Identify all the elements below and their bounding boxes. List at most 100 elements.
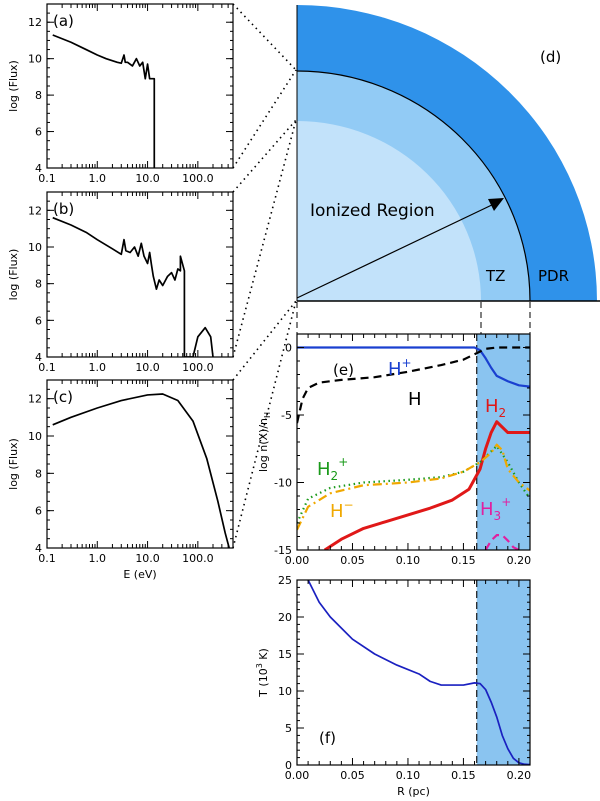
series-line-h <box>297 346 530 424</box>
y-tick-label: 10 <box>28 53 42 66</box>
y-axis-label-text: log n(X)/n <box>257 418 270 472</box>
x-tick-label: 100.0 <box>182 361 214 374</box>
x-tick-label: 0.10 <box>396 554 421 567</box>
y-axis-label: log (Flux) <box>7 438 20 490</box>
x-tick-label: 0.20 <box>507 554 532 567</box>
panel-label: (e) <box>333 361 354 379</box>
pdr-outer-arc <box>297 0 600 301</box>
connector-b-top <box>232 119 297 193</box>
y-tick-label: 12 <box>28 204 42 217</box>
species-label-sup: − <box>344 498 354 512</box>
connector-a-bottom <box>232 69 297 169</box>
y-tick-label: 15 <box>278 648 292 661</box>
y-axis-label-text: log (Flux) <box>7 438 20 490</box>
y-tick-label: -5 <box>281 409 292 422</box>
y-tick-label: 6 <box>35 314 42 327</box>
connector-c-top <box>232 300 297 381</box>
shaded-pdr-region <box>476 334 530 550</box>
panel-label: (b) <box>53 200 74 218</box>
schematic-panel: Ionized Region TZ PDR (d) <box>296 0 600 302</box>
series-line-h2- <box>297 444 530 524</box>
plot-frame <box>296 579 531 766</box>
species-label-main: H <box>317 459 331 480</box>
series-line-h- <box>297 443 530 531</box>
species-label-main: H <box>480 499 494 520</box>
species-label-sup: + <box>338 455 348 469</box>
y-axis-label-sub: H <box>263 412 272 418</box>
y-axis-label-text: log (Flux) <box>7 249 20 301</box>
connector-c-bottom <box>232 300 297 549</box>
x-tick-label: 1.0 <box>89 552 107 565</box>
shaded-pdr-region <box>476 580 530 765</box>
species-label-h2-: H2+ <box>317 455 348 483</box>
x-axis-label: E (eV) <box>123 568 156 581</box>
series-line-h2 <box>323 420 530 550</box>
series-line-h3- <box>484 534 520 550</box>
panel-label: (a) <box>53 12 74 30</box>
y-tick-label: 0 <box>285 759 292 772</box>
y-tick-label: 20 <box>278 611 292 624</box>
species-label-h: H <box>408 389 422 410</box>
y-tick-label: 25 <box>278 574 292 587</box>
y-tick-label: 8 <box>35 278 42 291</box>
species-label-main: H <box>388 359 402 380</box>
plot-frame <box>46 379 234 549</box>
y-axis-label: log n(X)/nH <box>257 412 272 472</box>
y-tick-label: 8 <box>35 467 42 480</box>
y-axis-label: log (Flux) <box>7 249 20 301</box>
series-line-blackbody <box>52 393 231 548</box>
species-label-sub: 2 <box>331 469 339 483</box>
species-label-main: H <box>485 396 499 417</box>
y-axis-label: log (Flux) <box>7 60 20 112</box>
x-tick-label: 1.0 <box>89 172 107 185</box>
y-tick-label: 10 <box>28 430 42 443</box>
species-label-sup: + <box>402 356 412 370</box>
y-tick-label: -15 <box>274 544 292 557</box>
x-axis-label: R (pc) <box>397 785 430 798</box>
x-tick-label: 0.10 <box>396 769 421 782</box>
panel-d-label: (d) <box>540 48 561 66</box>
panel-a-spectrum: 0.1 1.0 10.0 100.0 4 6 8 10 12 log (Flux) (a) <box>7 3 234 185</box>
panel-label: (c) <box>53 388 73 406</box>
species-label-main: H <box>408 389 422 410</box>
x-tick-label: 100.0 <box>182 172 214 185</box>
x-tick-label: 10.0 <box>135 172 160 185</box>
connector-lines <box>232 3 531 549</box>
x-tick-label: 0.05 <box>340 554 365 567</box>
radius-arrow-head <box>488 198 504 211</box>
ionization-front-arc <box>296 70 531 302</box>
y-axis-label-end: K) <box>257 648 270 663</box>
x-tick-label: 0.00 <box>285 554 310 567</box>
ionized-region-label: Ionized Region <box>310 201 435 221</box>
species-label-sup: + <box>501 495 511 509</box>
y-tick-label: 4 <box>35 351 42 364</box>
pdr-label: PDR <box>538 267 569 285</box>
y-tick-label: 4 <box>35 542 42 555</box>
x-tick-label: 10.0 <box>135 361 160 374</box>
y-tick-label: 12 <box>28 16 42 29</box>
panel-label: (f) <box>319 729 336 747</box>
x-tick-label: 0.1 <box>38 361 56 374</box>
plot-frame <box>46 3 234 169</box>
x-tick-label: 0.15 <box>451 554 476 567</box>
x-tick-label: 0.1 <box>38 552 56 565</box>
y-axis-label-text: T (10 <box>257 668 270 698</box>
species-label-sub: 3 <box>494 509 502 523</box>
x-tick-label: 1.0 <box>89 361 107 374</box>
y-tick-label: 6 <box>35 505 42 518</box>
y-axis-label: T (103 K) <box>255 648 270 698</box>
x-tick-label: 0.1 <box>38 172 56 185</box>
y-tick-label: 4 <box>35 162 42 175</box>
y-tick-label: 5 <box>285 722 292 735</box>
y-tick-label: 0 <box>285 342 292 355</box>
species-label-h3-: H3+ <box>480 495 511 523</box>
y-tick-label: 6 <box>35 126 42 139</box>
connector-b-bottom <box>232 119 297 358</box>
y-tick-label: 10 <box>278 685 292 698</box>
series-line-spectrum-a <box>52 34 156 168</box>
x-tick-label: 0.20 <box>507 769 532 782</box>
x-tick-label: 0.15 <box>451 769 476 782</box>
series-line-t <box>307 580 530 765</box>
